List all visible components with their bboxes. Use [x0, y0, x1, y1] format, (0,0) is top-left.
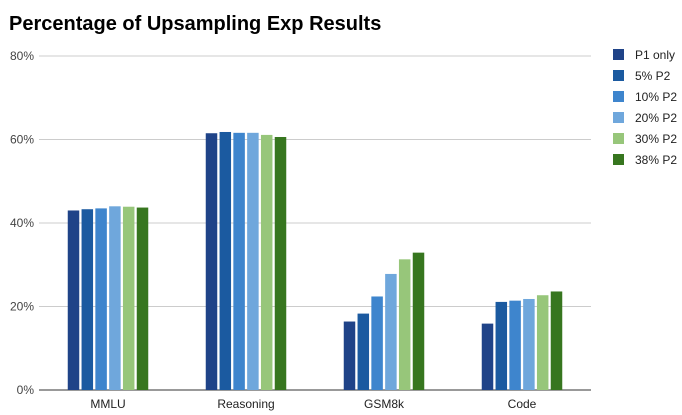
bar-reasoning-2 — [219, 131, 232, 391]
legend-label: 30% P2 — [635, 132, 677, 146]
bar-gsm8k-4 — [385, 273, 397, 390]
legend-swatch — [613, 70, 624, 81]
x-tick-label: Code — [508, 397, 537, 411]
y-tick-label: 0% — [17, 383, 35, 397]
legend-swatch — [613, 49, 624, 60]
bar-mmlu-3 — [95, 208, 107, 390]
legend-label: 20% P2 — [635, 111, 677, 125]
x-tick-label: MMLU — [90, 397, 125, 411]
bar-gsm8k-5 — [398, 259, 411, 390]
y-tick-label: 40% — [10, 216, 34, 230]
bar-reasoning-5 — [260, 134, 273, 390]
bar-code-5 — [536, 295, 549, 390]
bar-reasoning-4 — [247, 132, 259, 390]
bar-code-3 — [509, 300, 521, 390]
legend-swatch — [613, 133, 624, 144]
legend-swatch — [613, 112, 624, 123]
bars — [67, 131, 563, 391]
bar-gsm8k-3 — [371, 296, 383, 390]
bar-code-2 — [495, 301, 508, 390]
bar-reasoning-3 — [233, 132, 245, 390]
bar-reasoning-6 — [274, 136, 287, 390]
bar-gsm8k-6 — [412, 252, 425, 390]
bar-mmlu-4 — [109, 206, 121, 390]
y-tick-label: 80% — [10, 49, 34, 63]
bar-gsm8k-1 — [343, 321, 356, 390]
y-tick-label: 60% — [10, 133, 34, 147]
x-axis-ticks: MMLU Reasoning GSM8k Code — [90, 397, 536, 411]
legend-label: P1 only — [635, 48, 675, 62]
bar-mmlu-1 — [67, 210, 80, 390]
legend: P1 only 5% P2 10% P2 20% P2 30% P2 38% P2 — [613, 48, 677, 167]
bar-code-6 — [550, 291, 563, 390]
y-axis-ticks: 0% 20% 40% 60% 80% — [10, 49, 34, 397]
legend-label: 38% P2 — [635, 153, 677, 167]
bar-mmlu-5 — [122, 206, 135, 390]
legend-label: 5% P2 — [635, 69, 671, 83]
bar-mmlu-2 — [81, 209, 94, 390]
legend-swatch — [613, 91, 624, 102]
x-tick-label: GSM8k — [364, 397, 405, 411]
y-tick-label: 20% — [10, 300, 34, 314]
gridlines — [39, 55, 591, 391]
bar-mmlu-6 — [136, 207, 149, 390]
bar-gsm8k-2 — [357, 313, 370, 390]
bar-code-4 — [523, 298, 535, 390]
x-tick-label: Reasoning — [217, 397, 274, 411]
legend-swatch — [613, 154, 624, 165]
bar-reasoning-1 — [205, 133, 218, 391]
bar-code-1 — [481, 323, 494, 390]
legend-label: 10% P2 — [635, 90, 677, 104]
chart-title: Percentage of Upsampling Exp Results — [9, 13, 382, 35]
